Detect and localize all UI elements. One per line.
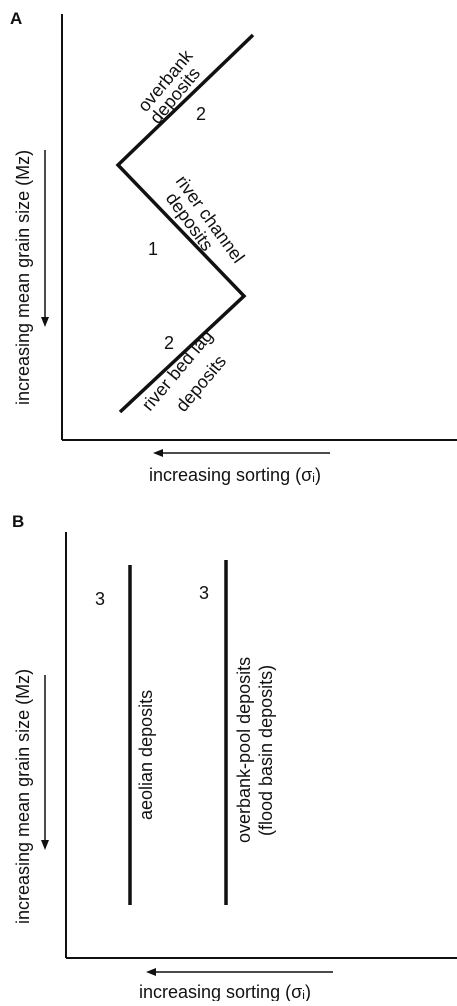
panel-b-x-axis-label: increasing sorting (σᵢ): [139, 982, 311, 1001]
panel-b: B increasing mean grain size (Mz) increa…: [12, 512, 457, 1002]
panel-b-y-axis-label: increasing mean grain size (Mz): [13, 669, 33, 924]
panel-a: A increasing mean grain size (Mz) increa…: [10, 9, 457, 485]
overbank-pool-number: 3: [199, 583, 209, 603]
aeolian-label: aeolian deposits: [136, 690, 156, 820]
channel-number: 1: [148, 239, 158, 259]
panel-a-trend-line: [115, 33, 255, 414]
panel-a-label: A: [10, 9, 22, 28]
overbank-pool-label-line2: (flood basin deposits): [256, 665, 276, 836]
lag-number: 2: [164, 333, 174, 353]
panel-b-label: B: [12, 512, 24, 531]
overbank-number: 2: [196, 104, 206, 124]
panel-a-x-axis-label: increasing sorting (σᵢ): [149, 465, 321, 485]
panel-a-y-axis-label: increasing mean grain size (Mz): [13, 150, 33, 405]
overbank-pool-label-line1: overbank-pool deposits: [234, 657, 254, 843]
aeolian-number: 3: [95, 589, 105, 609]
